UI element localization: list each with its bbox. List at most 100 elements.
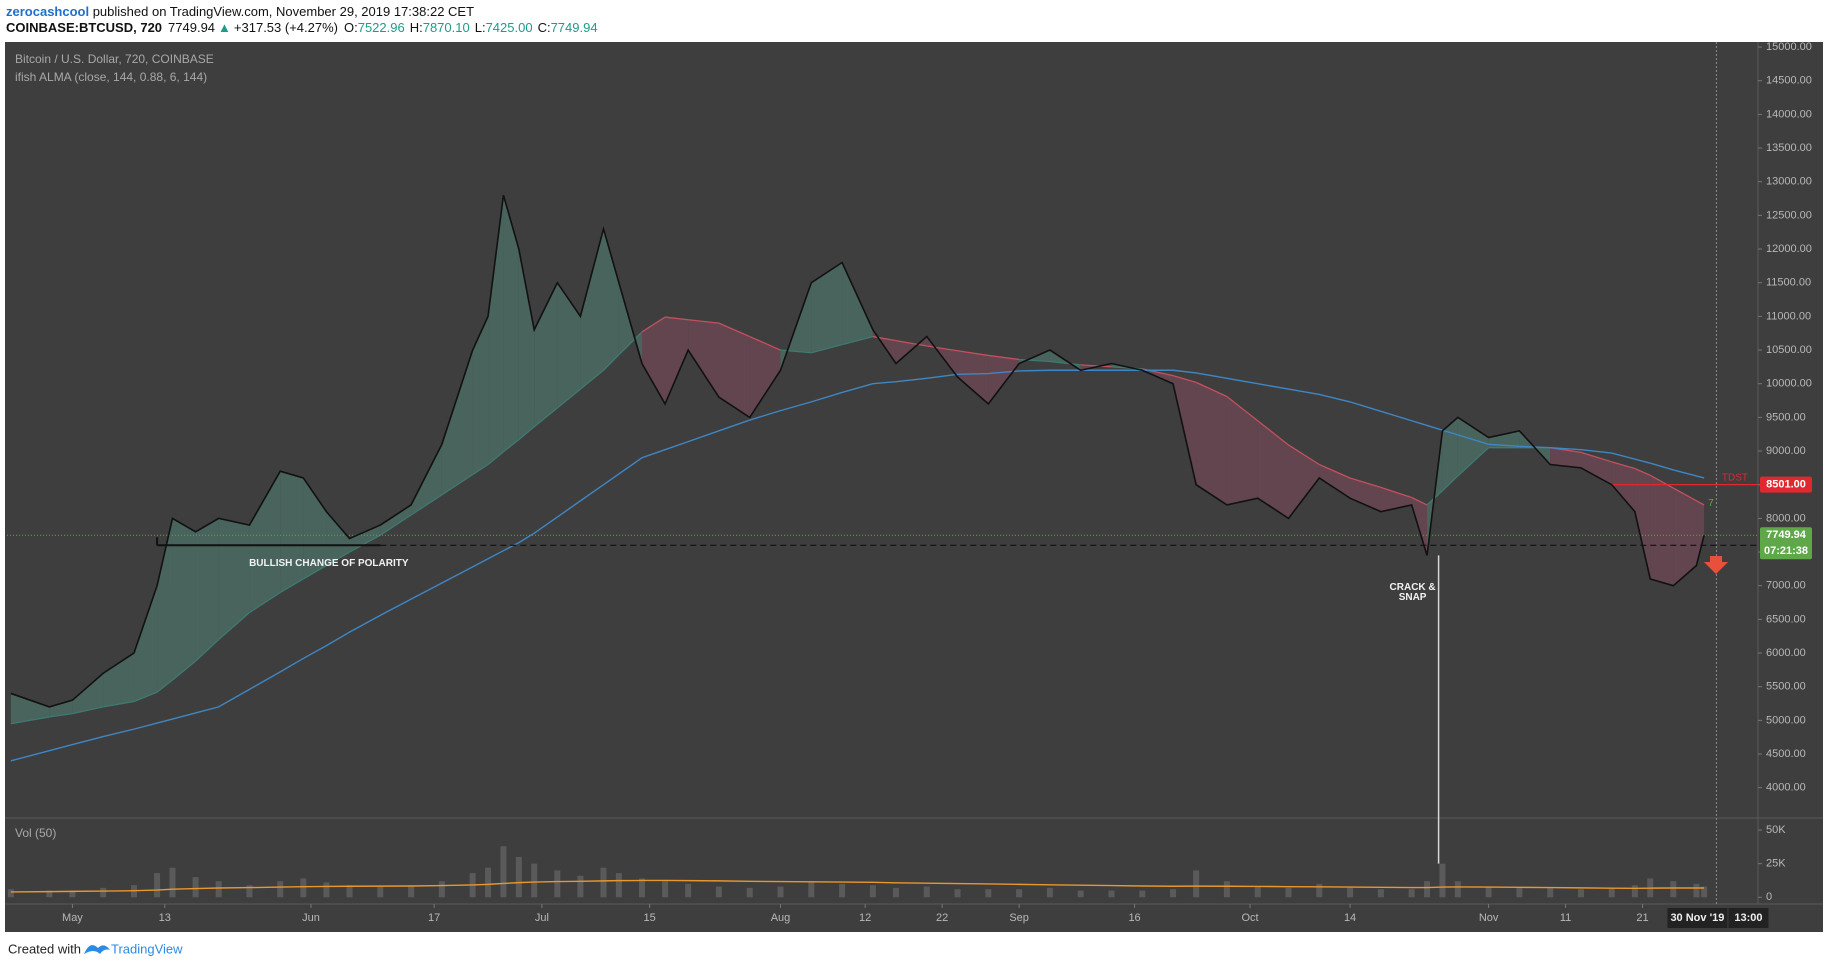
- volume-bar: [554, 870, 561, 898]
- alma-fill: [249, 471, 281, 613]
- tradingview-logo: [84, 945, 110, 954]
- alma-fast-segment: [749, 335, 781, 351]
- volume-bar: [346, 885, 353, 898]
- y-tick-label: 15000.00: [1766, 41, 1812, 53]
- alma-fill: [218, 518, 250, 640]
- volume-bar: [1016, 889, 1023, 898]
- alma-fast-segment: [487, 451, 504, 466]
- volume-bar: [1285, 887, 1292, 898]
- alma-fill: [1673, 488, 1697, 586]
- y-tick-label: 14500.00: [1766, 75, 1812, 87]
- crack-label: CRACK &: [1390, 582, 1436, 593]
- alma-fill: [580, 228, 604, 390]
- volume-bar: [1454, 881, 1461, 898]
- tdst-price-box: [1760, 476, 1812, 493]
- alma-fast-segment: [603, 354, 620, 371]
- alma-fill: [688, 319, 719, 398]
- x-tick-label: 14: [1344, 912, 1356, 924]
- volume-bar: [777, 886, 784, 898]
- alma-fill: [133, 585, 158, 702]
- x-tick-label: 17: [428, 912, 440, 924]
- alma-fill: [895, 336, 927, 364]
- alma-fast-segment: [1634, 467, 1651, 476]
- volume-bar: [985, 889, 992, 898]
- volume-bar: [638, 878, 645, 898]
- alma-fast-segment: [618, 331, 643, 356]
- footer-created: Created with: [8, 941, 81, 956]
- alma-fast-segment: [1019, 358, 1050, 363]
- volume-bar: [869, 885, 876, 898]
- volume-bar: [923, 886, 930, 898]
- volume-bar: [100, 887, 107, 898]
- author[interactable]: zerocashcool: [6, 4, 89, 19]
- volume-bar: [808, 881, 815, 898]
- alma-fill: [1319, 464, 1351, 499]
- x-tick-label: 12: [859, 912, 871, 924]
- alma-fast-segment: [579, 369, 604, 390]
- current-price-label: 7749.94: [1766, 529, 1807, 541]
- alma-fast-segment: [302, 564, 327, 580]
- alma-fill: [1226, 396, 1258, 505]
- alma-fast-segment: [1049, 360, 1081, 366]
- alma-fill: [411, 444, 442, 516]
- volume-bar: [192, 877, 199, 898]
- low: 7425.00: [486, 20, 533, 35]
- alma-fill: [749, 336, 781, 418]
- alma-fast-segment: [1580, 451, 1612, 463]
- y-tick-label: 4500.00: [1766, 748, 1806, 760]
- x-tick-label: Oct: [1241, 912, 1258, 924]
- alma-fill: [1380, 487, 1412, 512]
- header-line-2: COINBASE:BTCUSD, 720 7749.94 ▲ +317.53 (+4.…: [6, 20, 598, 35]
- y-tick-label: 4000.00: [1766, 782, 1806, 794]
- volume-bar: [515, 856, 522, 898]
- alma-fast-segment: [1288, 444, 1320, 466]
- volume-tick-label: 50K: [1766, 824, 1786, 836]
- volume-bar: [169, 867, 176, 898]
- alma-fast-segment: [441, 474, 474, 496]
- volume-bar: [1693, 883, 1700, 898]
- volume-bar: [438, 881, 445, 898]
- alma-fast-segment: [1441, 475, 1459, 492]
- y-tick-label: 6000.00: [1766, 647, 1806, 659]
- alma-fast-segment: [326, 551, 350, 567]
- y-tick-label: 8000.00: [1766, 512, 1806, 524]
- volume-bar: [577, 875, 584, 898]
- volume-bar: [531, 863, 538, 898]
- volume-bar: [600, 867, 607, 898]
- indicator-label: ifish ALMA (close, 144, 0.88, 6, 144): [15, 70, 207, 84]
- x-tick-label: Nov: [1479, 912, 1499, 924]
- countdown-label: 07:21:38: [1764, 545, 1808, 557]
- volume-bar: [408, 886, 415, 898]
- alma-fast-segment: [811, 344, 843, 354]
- volume-bar: [1485, 886, 1492, 898]
- alma-fast-segment: [133, 691, 158, 703]
- volume-bar: [246, 885, 253, 898]
- alma-fill: [1350, 477, 1381, 512]
- polarity-label: BULLISH CHANGE OF POLARITY: [249, 558, 409, 569]
- volume-bar: [1077, 890, 1084, 898]
- y-tick-label: 11000.00: [1766, 310, 1811, 322]
- alma-fill: [303, 477, 327, 579]
- crosshair-time-box: [1728, 908, 1769, 928]
- alma-fast-segment: [503, 439, 520, 453]
- alma-fast-segment: [641, 316, 666, 333]
- x-tick-label: Jun: [302, 912, 320, 924]
- alma-fast-segment: [926, 345, 958, 352]
- y-tick-label: 9500.00: [1766, 411, 1806, 423]
- close-label: C:: [538, 20, 551, 35]
- alma-fill: [557, 282, 581, 408]
- volume-ma-line: [10, 879, 1705, 893]
- volume-bar: [1516, 887, 1523, 898]
- alma-fast-segment: [49, 712, 73, 718]
- price-line: [10, 194, 1705, 708]
- volume-bar: [1424, 881, 1431, 898]
- volume-bar: [215, 881, 222, 898]
- alma-fast-segment: [195, 639, 220, 662]
- high-label: H:: [410, 20, 423, 35]
- volume-bar: [1316, 883, 1323, 898]
- alma-fill: [10, 693, 50, 724]
- volume-bar: [839, 883, 846, 898]
- footer-brand[interactable]: TradingView: [111, 941, 183, 956]
- sell-arrow-icon: [1704, 556, 1728, 574]
